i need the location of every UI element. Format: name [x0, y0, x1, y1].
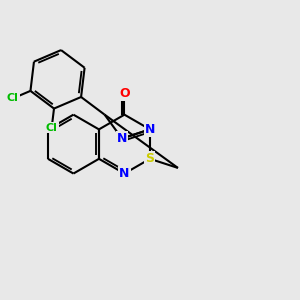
Text: S: S	[146, 152, 154, 165]
Text: N: N	[145, 123, 155, 136]
Text: N: N	[117, 132, 127, 145]
Text: N: N	[119, 167, 130, 180]
Text: O: O	[119, 87, 130, 100]
Text: Cl: Cl	[7, 93, 19, 103]
Text: Cl: Cl	[46, 123, 58, 133]
